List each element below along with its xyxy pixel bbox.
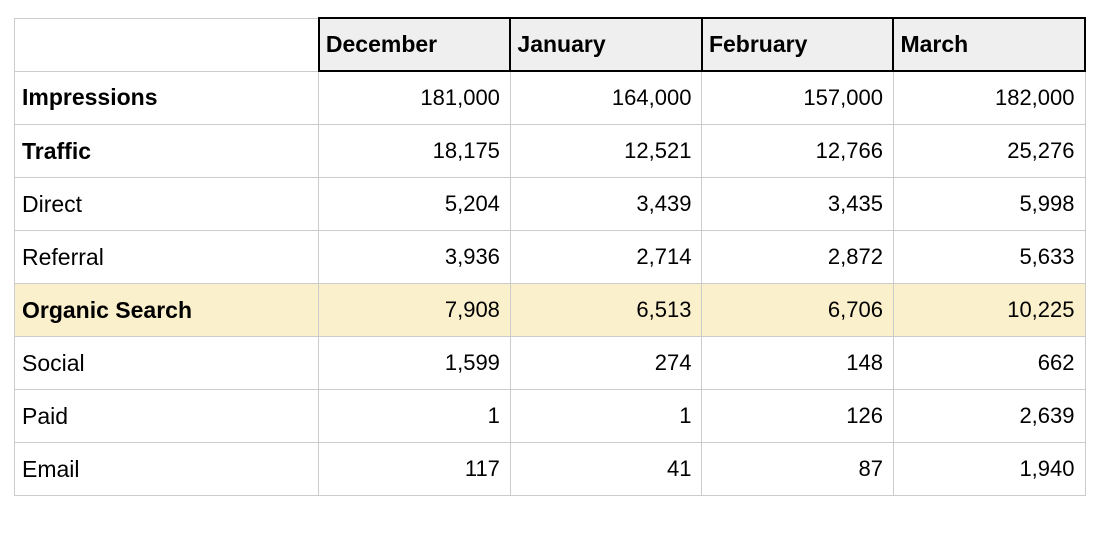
value-cell: 12,521 [509,124,703,178]
corner-header-cell [13,17,320,72]
value-cell: 25,276 [892,124,1086,178]
value-cell: 1,599 [318,336,511,390]
value-cell: 1,940 [892,442,1086,496]
value-cell: 41 [509,442,703,496]
table-body: Impressions 181,000 164,000 157,000 182,000 T… [13,70,1086,496]
value-cell: 157,000 [701,70,894,125]
value-cell: 6,513 [509,283,703,337]
value-cell: 182,000 [892,70,1086,125]
header-row: December January February March [13,17,1086,72]
value-cell: 10,225 [892,283,1086,337]
value-cell: 3,435 [701,177,894,231]
table-row-impressions: Impressions 181,000 164,000 157,000 182,000 [13,70,1086,125]
row-label: Organic Search [13,283,320,337]
table-row-traffic: Traffic 18,175 12,521 12,766 25,276 [13,124,1086,178]
value-cell: 7,908 [318,283,511,337]
value-cell: 126 [701,389,894,443]
value-cell: 1 [318,389,511,443]
table-row-social: Social 1,599 274 148 662 [13,336,1086,390]
value-cell: 3,439 [509,177,703,231]
row-label: Email [13,442,320,496]
column-header-december: December [317,17,512,72]
row-label: Referral [13,230,320,284]
value-cell: 5,998 [892,177,1086,231]
table-row-referral: Referral 3,936 2,714 2,872 5,633 [13,230,1086,284]
column-header-march: March [892,17,1086,72]
row-label: Impressions [13,70,320,125]
value-cell: 274 [509,336,703,390]
value-cell: 18,175 [318,124,511,178]
traffic-metrics-table: December January February March Impressi… [13,17,1086,496]
value-cell: 6,706 [701,283,894,337]
value-cell: 2,872 [701,230,894,284]
value-cell: 117 [318,442,511,496]
value-cell: 164,000 [509,70,703,125]
value-cell: 2,639 [892,389,1086,443]
value-cell: 181,000 [318,70,511,125]
value-cell: 1 [509,389,703,443]
table-row-email: Email 117 41 87 1,940 [13,442,1086,496]
value-cell: 5,633 [892,230,1086,284]
value-cell: 5,204 [318,177,511,231]
value-cell: 12,766 [701,124,894,178]
row-label: Paid [13,389,320,443]
row-label: Direct [13,177,320,231]
row-label: Traffic [13,124,320,178]
value-cell: 2,714 [509,230,703,284]
row-label: Social [13,336,320,390]
value-cell: 3,936 [318,230,511,284]
value-cell: 148 [701,336,894,390]
value-cell: 662 [892,336,1086,390]
table-row-paid: Paid 1 1 126 2,639 [13,389,1086,443]
value-cell: 87 [701,442,894,496]
column-header-january: January [509,17,703,72]
table-row-direct: Direct 5,204 3,439 3,435 5,998 [13,177,1086,231]
table-row-organic-search: Organic Search 7,908 6,513 6,706 10,225 [13,283,1086,337]
column-header-february: February [700,17,895,72]
